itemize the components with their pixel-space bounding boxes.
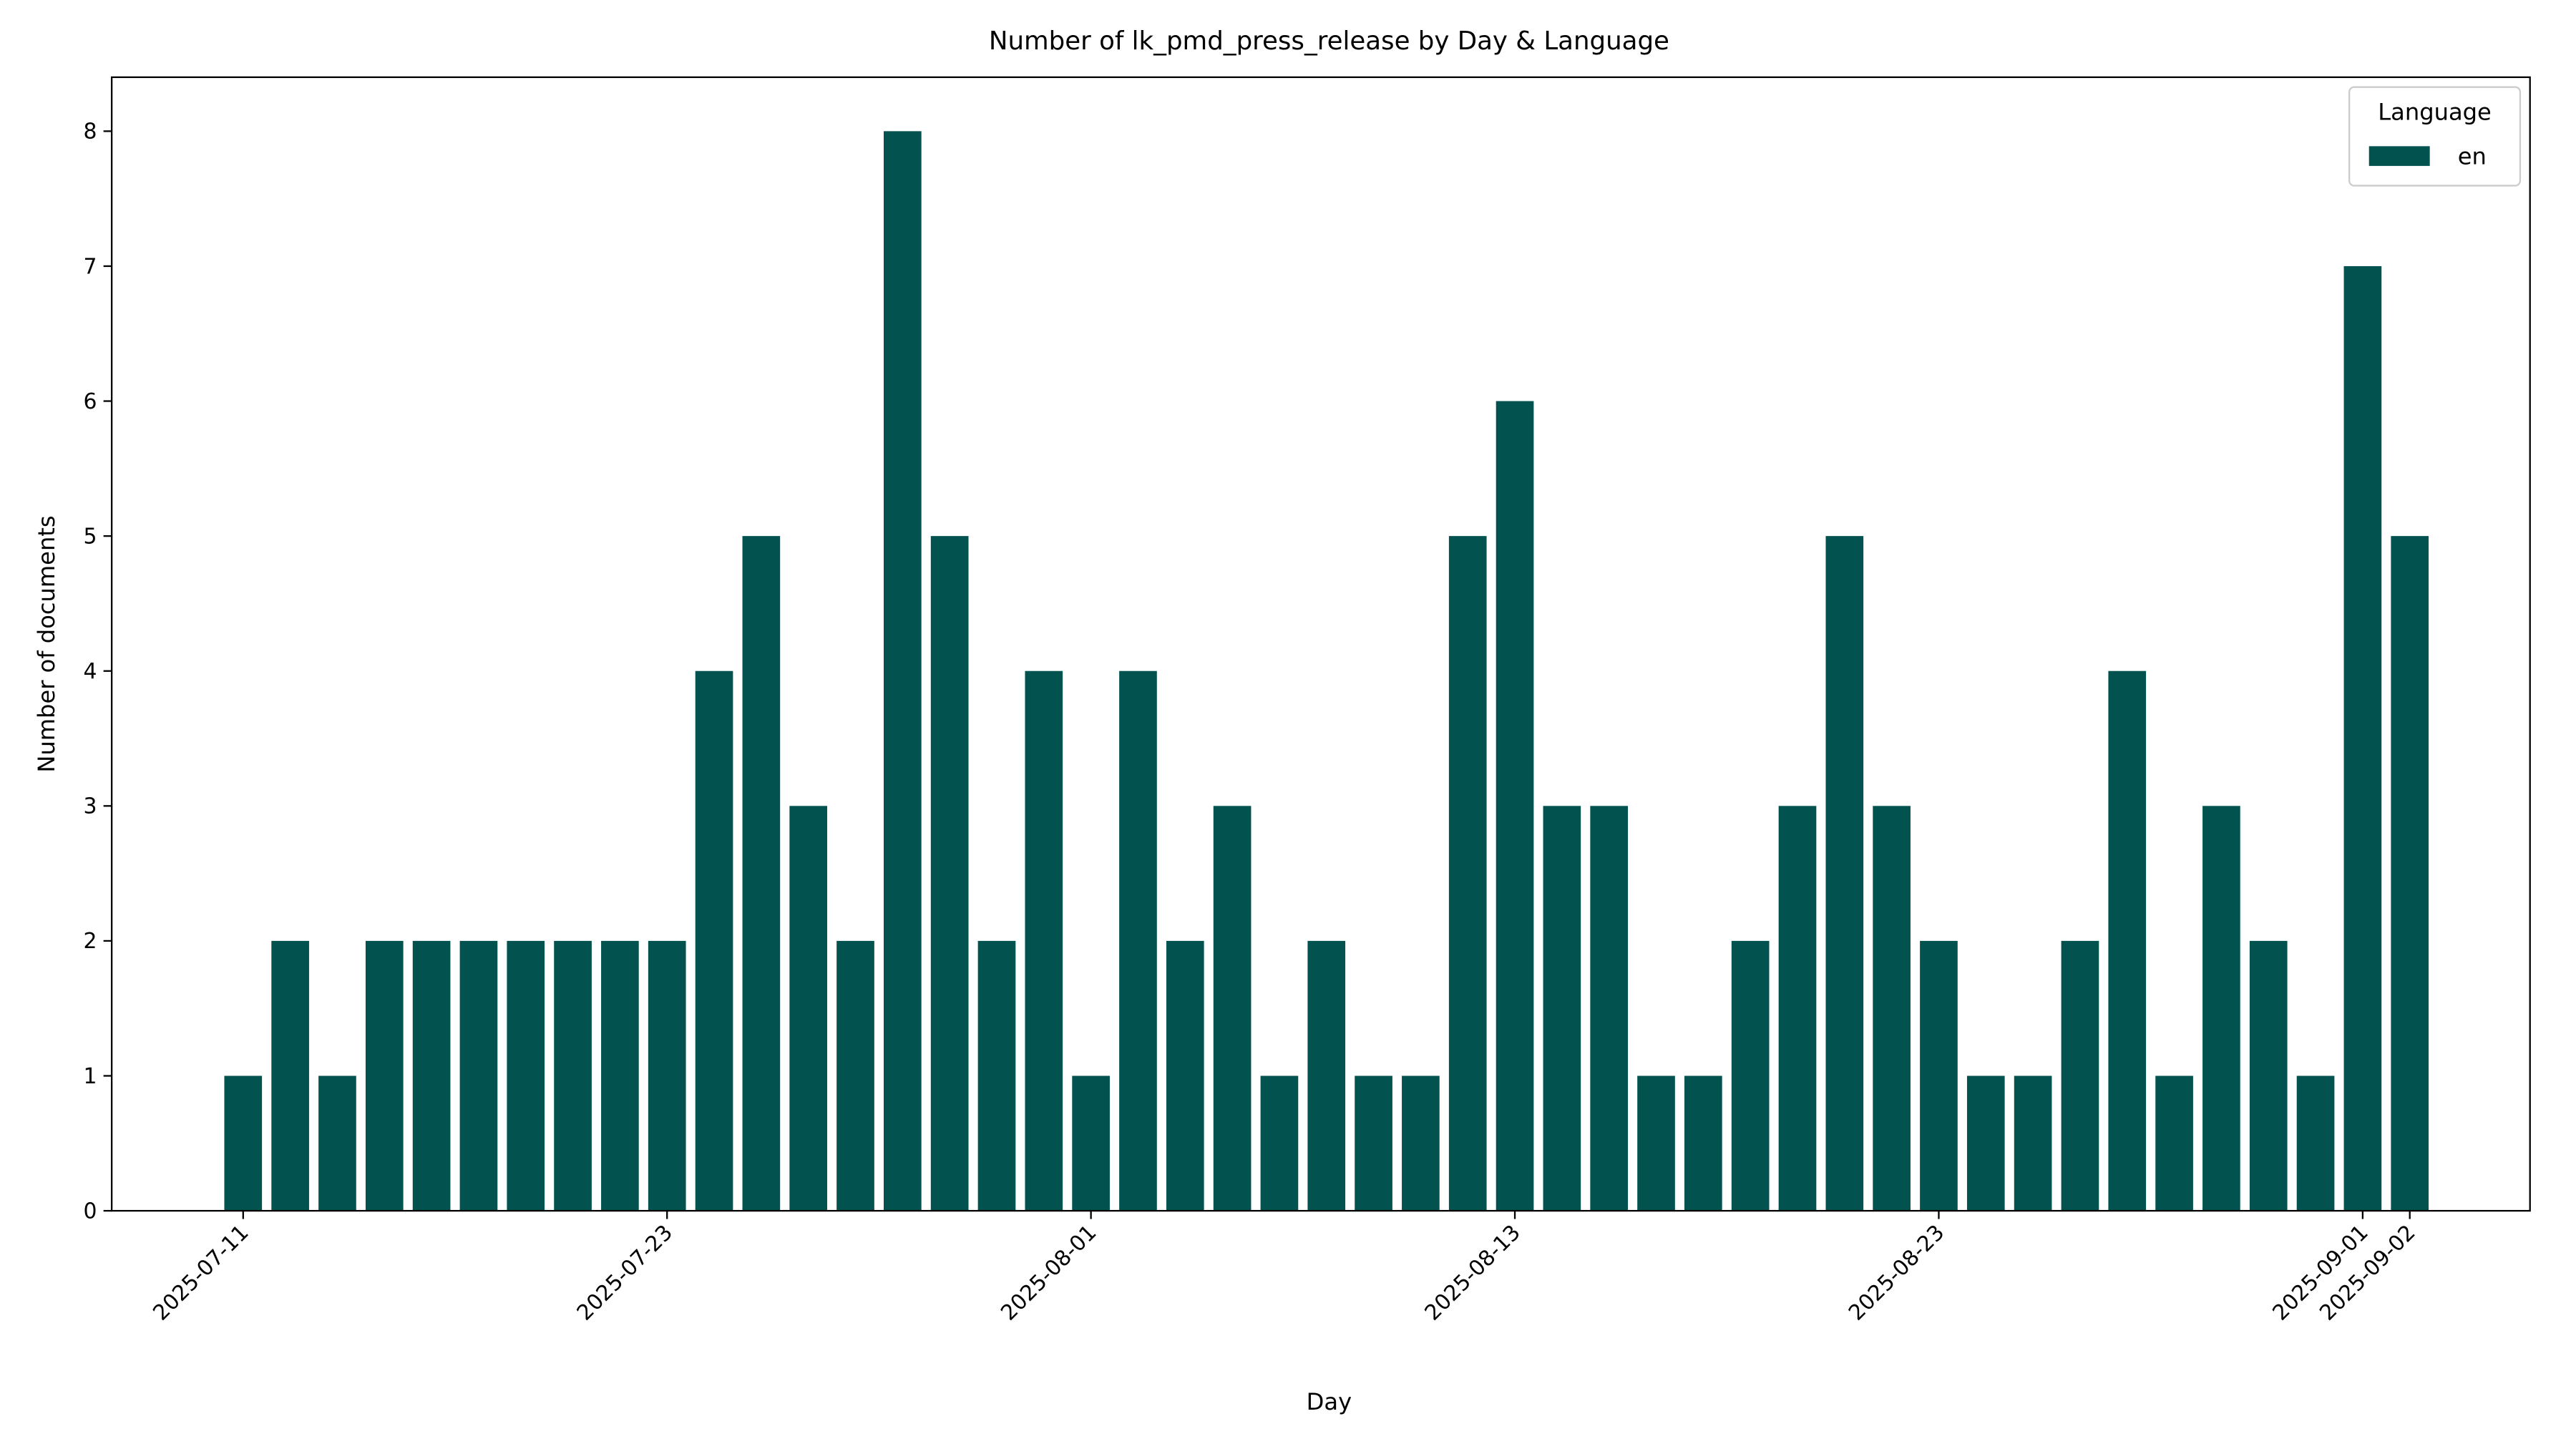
bar: [318, 1075, 356, 1211]
bar: [742, 536, 781, 1211]
bar: [2108, 670, 2147, 1211]
bar: [1778, 806, 1817, 1211]
bar: [271, 940, 309, 1211]
bar: [2061, 940, 2099, 1211]
bar: [836, 940, 874, 1211]
bar: [1260, 1075, 1299, 1211]
bar: [1873, 806, 1911, 1211]
bar: [1637, 1075, 1675, 1211]
y-tick-label: 0: [83, 1199, 97, 1224]
y-tick-label: 6: [83, 389, 97, 414]
bar: [507, 940, 545, 1211]
bar: [554, 940, 592, 1211]
bar: [1966, 1075, 2005, 1211]
bar: [2014, 1075, 2052, 1211]
chart-title: Number of lk_pmd_press_release by Day & …: [989, 26, 1669, 56]
bar: [2202, 806, 2240, 1211]
x-axis-label: Day: [1307, 1388, 1352, 1415]
bar: [1072, 1075, 1110, 1211]
bar: [1731, 940, 1770, 1211]
bar: [1307, 940, 1346, 1211]
legend-swatch: [2368, 146, 2430, 166]
y-tick-label: 5: [83, 524, 97, 549]
bar: [1213, 806, 1252, 1211]
bar: [224, 1075, 263, 1211]
plot-frame: [110, 76, 2531, 1212]
legend-title: Language: [2378, 99, 2492, 126]
bar: [459, 940, 498, 1211]
y-axis-label: Number of documents: [33, 515, 60, 772]
bar: [1590, 806, 1629, 1211]
bar: [1825, 536, 1864, 1211]
bar: [789, 806, 828, 1211]
bar: [884, 131, 922, 1211]
bar: [1402, 1075, 1440, 1211]
bar: [2155, 1075, 2193, 1211]
bar: [977, 940, 1016, 1211]
y-tick-label: 7: [83, 254, 97, 279]
bar: [648, 940, 686, 1211]
bar: [1920, 940, 1958, 1211]
bar: [1496, 401, 1534, 1211]
legend-label: en: [2458, 143, 2487, 170]
bar: [1684, 1075, 1722, 1211]
y-tick-label: 3: [83, 794, 97, 819]
y-tick-label: 1: [83, 1064, 97, 1089]
bar: [1355, 1075, 1392, 1211]
bar: [365, 940, 404, 1211]
y-tick-label: 2: [83, 929, 97, 954]
y-tick-label: 8: [83, 119, 97, 145]
bar: [1025, 670, 1063, 1211]
y-tick-label: 4: [83, 659, 97, 684]
bar: [412, 940, 451, 1211]
bar: [1119, 670, 1157, 1211]
bar: [1448, 536, 1487, 1211]
bar: [695, 670, 733, 1211]
bar: [2296, 1075, 2335, 1211]
bar: [2249, 940, 2288, 1211]
bar: [1543, 806, 1581, 1211]
bar: [930, 536, 969, 1211]
bar: [2343, 265, 2382, 1211]
bar: [1166, 940, 1204, 1211]
bar: [601, 940, 639, 1211]
bar: [2391, 536, 2429, 1211]
